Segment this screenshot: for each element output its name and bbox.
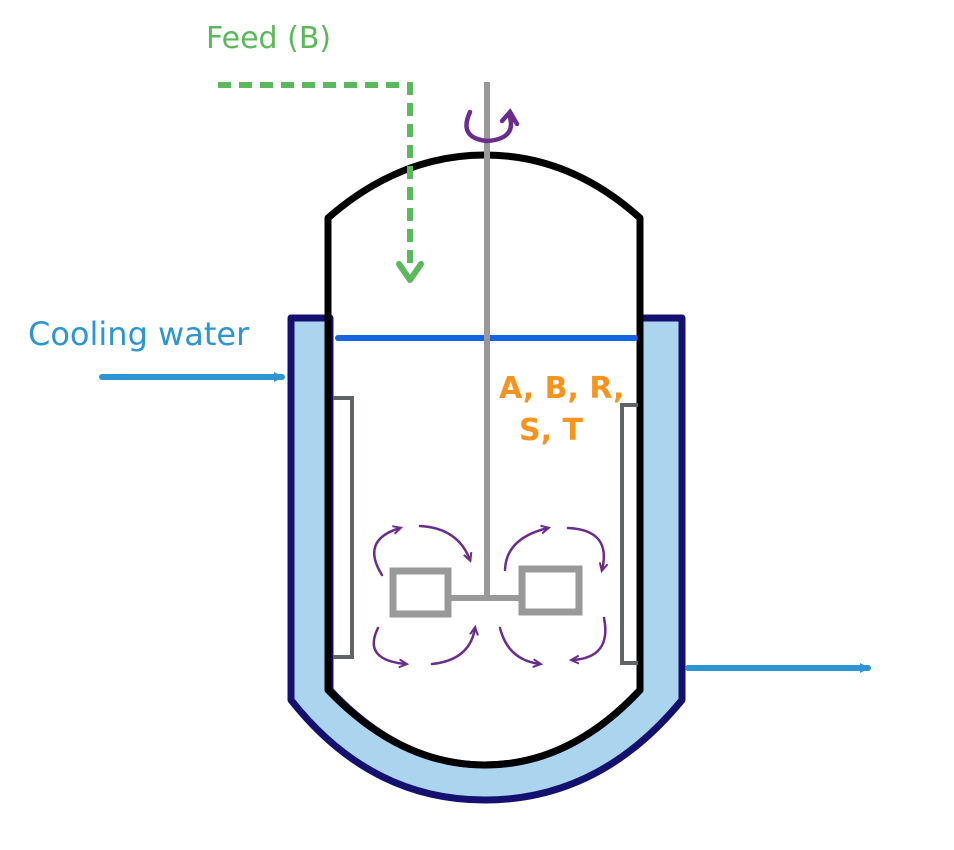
feed-label: Feed (B) bbox=[206, 21, 331, 56]
right-baffle bbox=[620, 403, 638, 665]
reactor-vessel bbox=[324, 151, 644, 769]
species-label-line1: A, B, R, bbox=[499, 371, 624, 406]
flow-arrows bbox=[372, 524, 606, 664]
impeller bbox=[389, 565, 583, 618]
rotation-icon bbox=[464, 108, 520, 144]
feed-line bbox=[218, 82, 424, 283]
cooling-water-label: Cooling water bbox=[28, 315, 250, 353]
species-label-line2: S, T bbox=[519, 413, 583, 448]
left-baffle bbox=[333, 396, 354, 659]
